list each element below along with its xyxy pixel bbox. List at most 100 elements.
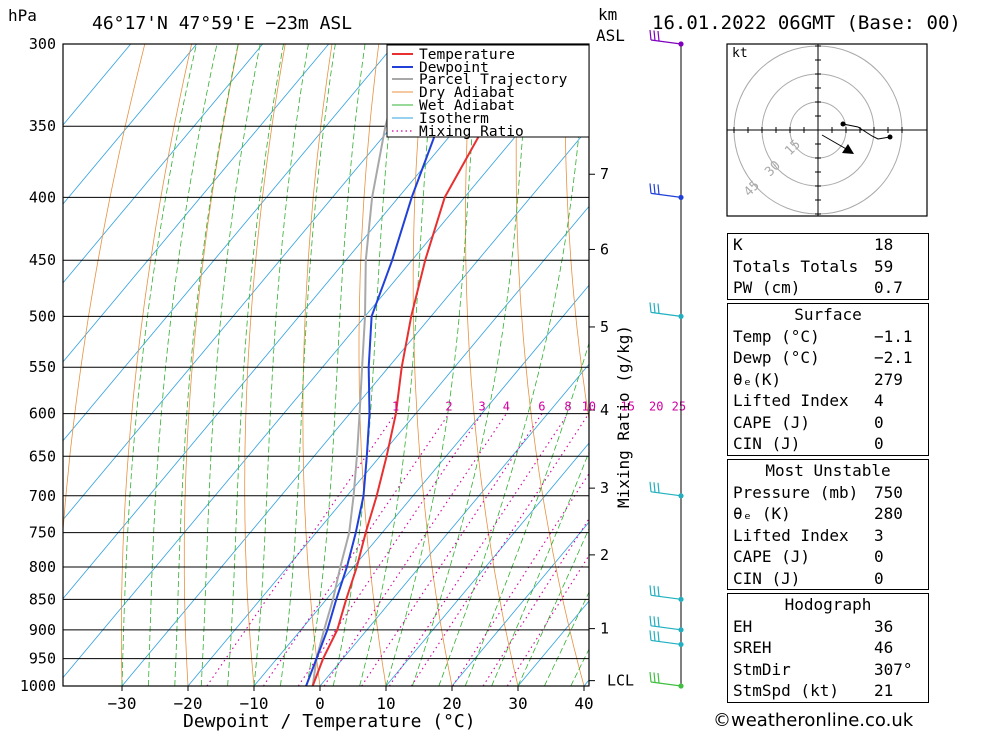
wind-level-dot bbox=[678, 41, 684, 47]
mixing-ratio-label: 3 bbox=[478, 400, 485, 414]
legend: Temperature Dewpoint Parcel Trajectory D… bbox=[386, 44, 590, 140]
height-tick-label: 1 bbox=[600, 620, 609, 638]
wet-adiabat-line bbox=[280, 44, 336, 686]
pressure-tick-label: 850 bbox=[29, 590, 56, 608]
mixing-ratio-labels: 1 2 3 4 6 8 10 15 20 25 bbox=[392, 400, 686, 414]
table-row: θₑ(K) 279 bbox=[728, 369, 928, 391]
isotherm-line bbox=[451, 521, 589, 686]
index-label: PW (cm) bbox=[733, 278, 801, 297]
index-value: 0.7 bbox=[874, 278, 903, 297]
wet-adiabat-line bbox=[438, 44, 588, 686]
wet-adiabat-line bbox=[227, 44, 284, 686]
wet-adiabat-line bbox=[200, 44, 261, 686]
wind-barb-feather bbox=[649, 302, 652, 313]
wet-adiabat-line bbox=[359, 44, 437, 686]
wet-adiabat-line bbox=[332, 44, 399, 686]
wet-adiabat-line bbox=[412, 44, 530, 686]
pressure-tick-label: 800 bbox=[29, 558, 56, 576]
table-row: Temp (°C) −1.1 bbox=[728, 326, 928, 348]
surface-label: θₑ(K) bbox=[733, 369, 782, 389]
mu-value: 0 bbox=[874, 547, 884, 566]
hodo-value: 36 bbox=[874, 616, 894, 636]
pressure-tick-label: 550 bbox=[29, 358, 56, 376]
wind-barb-feather bbox=[657, 672, 660, 684]
mixing-ratio-label: 20 bbox=[649, 400, 663, 414]
wind-barb-feather bbox=[653, 30, 656, 41]
table-row: Totals Totals 59 bbox=[728, 256, 928, 278]
surface-label: Dewp (°C) bbox=[733, 348, 820, 367]
wet-adiabat-line bbox=[121, 44, 197, 686]
wind-barb-shaft bbox=[650, 594, 682, 600]
pressure-tick-label: 900 bbox=[29, 621, 56, 639]
temperature-tick-label: 10 bbox=[376, 694, 395, 713]
wind-barb-feather bbox=[657, 184, 660, 195]
hodograph: kt 15 30 45 bbox=[726, 43, 928, 217]
wind-barb-shaft bbox=[650, 639, 682, 646]
index-label: Totals Totals bbox=[733, 256, 859, 276]
asl-label: ASL bbox=[596, 26, 625, 45]
hodograph-axis-ticks bbox=[733, 45, 903, 215]
mu-label: CAPE (J) bbox=[733, 547, 811, 566]
mu-value: 750 bbox=[874, 482, 903, 502]
wind-barb-feather bbox=[653, 616, 656, 627]
surface-label: CAPE (J) bbox=[733, 412, 811, 432]
isotherm-line bbox=[63, 44, 330, 363]
height-tick-labels: 7 6 5 4 3 2 1 LCL bbox=[589, 165, 634, 690]
dry-adiabat-line bbox=[302, 44, 333, 686]
index-label: K bbox=[733, 235, 743, 254]
pressure-tick-labels: 300 350 400 450 500 550 600 650 700 750 800 850 900 9… bbox=[20, 35, 56, 695]
wind-barb-feather bbox=[653, 183, 656, 194]
wind-barb-feather bbox=[649, 29, 652, 41]
wind-barb-feather bbox=[653, 302, 656, 313]
wind-barb-feather bbox=[653, 482, 656, 493]
dry-adiabat-line bbox=[244, 44, 286, 686]
wind-barb-feather bbox=[653, 672, 656, 683]
wind-barb-feather bbox=[649, 183, 652, 194]
hodograph-table: Hodograph EH 36 SREH 46 StmDir 307° StmSpd … bbox=[727, 593, 929, 703]
dry-adiabat-line bbox=[564, 44, 589, 422]
dry-adiabat-line bbox=[183, 44, 239, 686]
pressure-tick-label: 1000 bbox=[20, 677, 56, 695]
wind-barb-feather bbox=[649, 615, 652, 626]
legend-parcel: Parcel Trajectory bbox=[419, 72, 568, 88]
wind-barb-feather bbox=[657, 631, 660, 642]
temperature-profile bbox=[311, 44, 574, 686]
legend-isotherm: Isotherm bbox=[419, 111, 489, 127]
surface-value: −1.1 bbox=[874, 326, 913, 346]
table-row: Dewp (°C) −2.1 bbox=[728, 347, 928, 369]
surface-table: Surface Temp (°C) −1.1 Dewp (°C) −2.1 θₑ(K… bbox=[727, 303, 929, 456]
wet-adiabat-line bbox=[306, 44, 366, 686]
wind-barb-feather bbox=[649, 671, 652, 683]
dry-adiabat-line bbox=[515, 44, 585, 686]
legend-dry-adiabat: Dry Adiabat bbox=[419, 85, 515, 101]
wet-adiabat-line bbox=[544, 591, 589, 686]
surface-label: CIN (J) bbox=[733, 434, 801, 453]
temperature-tick-label: 0 bbox=[315, 694, 325, 713]
wind-barb-feather bbox=[657, 303, 660, 314]
storm-motion-line bbox=[821, 134, 849, 151]
pressure-tick-label: 650 bbox=[29, 447, 56, 465]
pressure-tick-label: 600 bbox=[29, 405, 56, 423]
mixing-ratio-line bbox=[506, 554, 589, 686]
temperature-tick-label: −10 bbox=[240, 694, 269, 713]
surface-value: 0 bbox=[874, 434, 884, 453]
table-row: CIN (J) 0 bbox=[728, 568, 928, 590]
isotherm-line bbox=[319, 363, 589, 686]
legend-box bbox=[386, 44, 590, 138]
table-row: CIN (J) 0 bbox=[728, 433, 928, 455]
indices-table: K 18 Totals Totals 59 PW (cm) 0.7 bbox=[727, 233, 929, 300]
wind-barb-shaft bbox=[650, 39, 682, 45]
isotherm-line bbox=[63, 44, 396, 442]
mixing-ratio-label: 1 bbox=[392, 400, 399, 414]
hodograph-trace bbox=[842, 123, 891, 140]
mixing-ratio-label: 8 bbox=[564, 400, 571, 414]
temperature-tick-label: 40 bbox=[574, 694, 593, 713]
copyright[interactable]: ©weatheronline.co.uk bbox=[713, 710, 914, 731]
temperature-tick-label: 20 bbox=[442, 694, 461, 713]
wind-barb-shaft bbox=[650, 491, 682, 497]
surface-label: Lifted Index bbox=[733, 391, 849, 410]
most-unstable-table: Most Unstable Pressure (mb) 750 θₑ (K) 280… bbox=[727, 459, 929, 590]
hodograph-title: Hodograph bbox=[784, 595, 872, 614]
legend-wet-adiabat: Wet Adiabat bbox=[419, 98, 515, 114]
profile-lines bbox=[305, 44, 574, 686]
